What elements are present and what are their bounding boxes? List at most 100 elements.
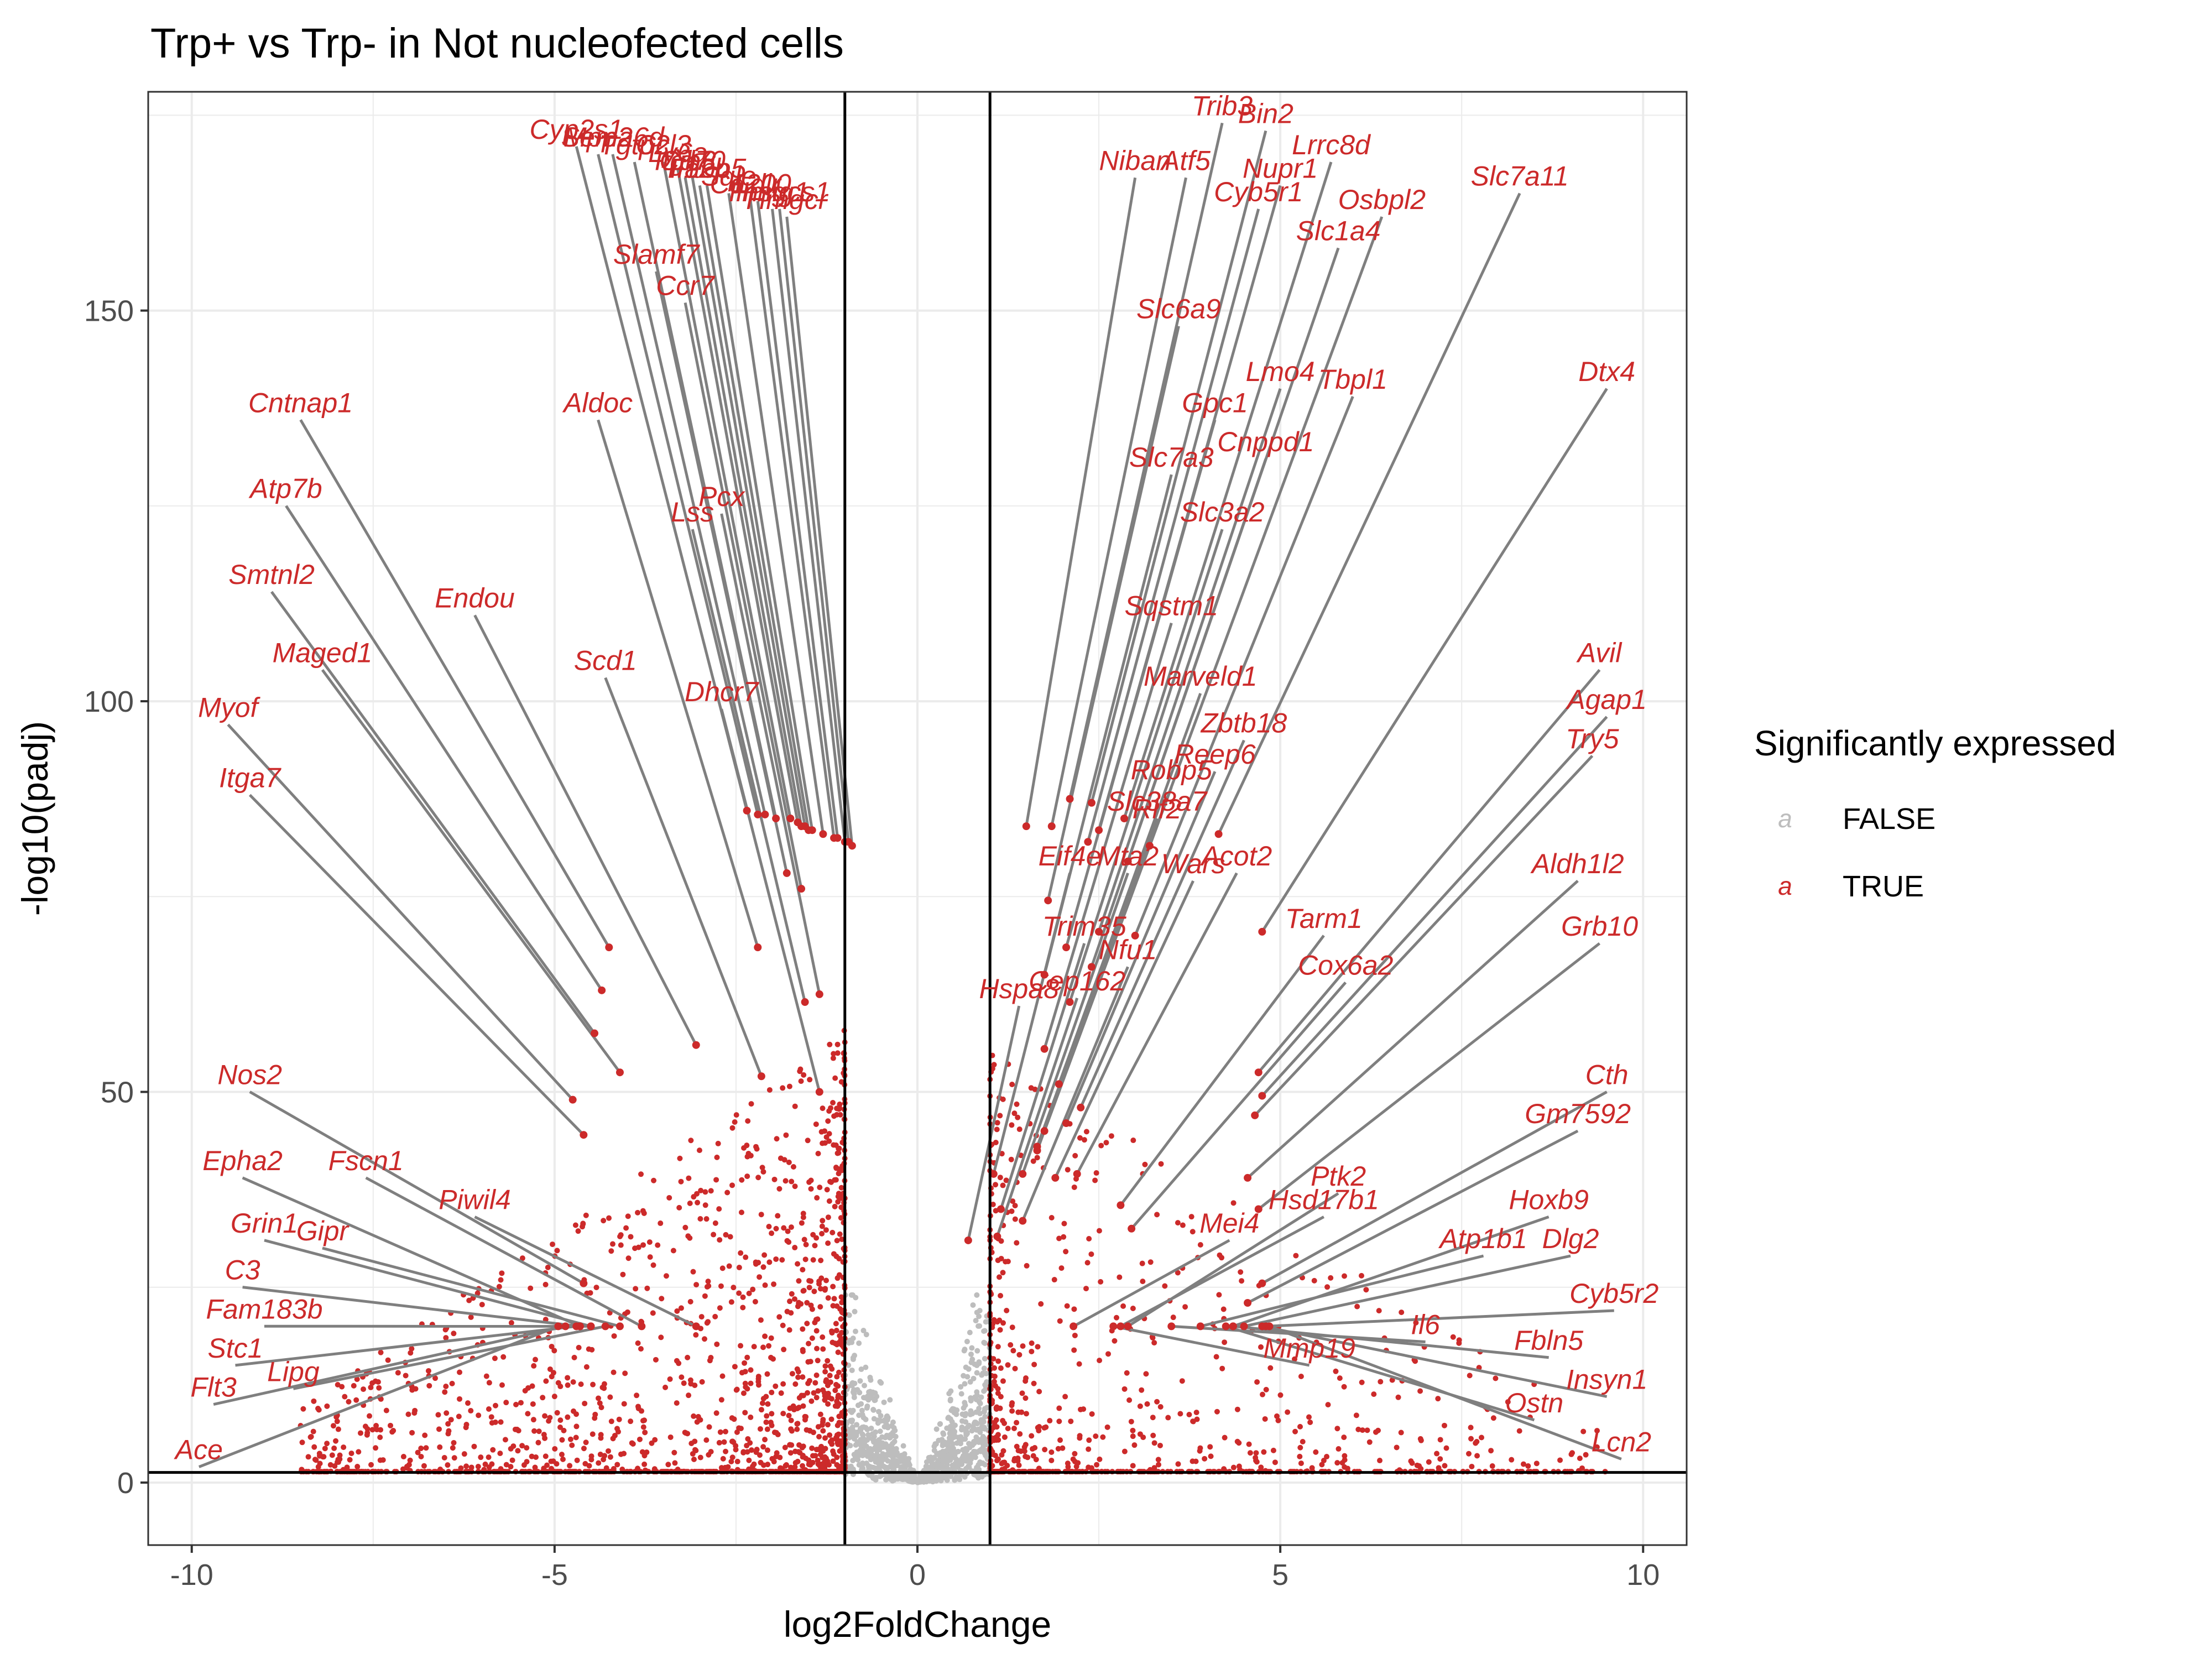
point-significant [633,1286,639,1292]
point-significant [1086,1446,1092,1452]
point-significant [1096,1228,1102,1234]
point-not-significant [944,1477,950,1483]
point-significant [836,1146,842,1152]
point-significant [785,1228,791,1234]
point-significant [1048,1214,1055,1220]
point-significant [789,1428,795,1434]
point-significant [833,1253,839,1259]
point-significant [593,1285,599,1291]
point-not-significant [853,1328,859,1334]
connector-cd70 [691,177,807,827]
gene-label-aldh1l2: Aldh1l2 [1530,848,1624,879]
gene-label-hspa8: Hspa8 [979,973,1059,1004]
point-significant [781,1157,787,1163]
point-significant [1488,1448,1494,1454]
point-significant [755,1376,761,1382]
point-not-significant [847,1407,853,1413]
point-significant [612,1432,618,1438]
point-significant [1004,1463,1010,1469]
point-significant [497,1451,503,1457]
legend-title: Significantly expressed [1754,723,2116,763]
point-not-significant [964,1374,971,1380]
point-significant [1474,1439,1480,1445]
point-significant [351,1383,357,1389]
point-not-significant [981,1408,987,1415]
point-significant [997,1113,1003,1119]
gene-label-agap1: Agap1 [1565,684,1647,715]
point-significant [820,1419,826,1425]
point-significant [760,1264,766,1270]
point-significant [713,1177,719,1183]
connector-gipr [322,1246,620,1328]
point-significant [704,1284,710,1290]
point-not-significant [874,1452,880,1458]
point-significant [1366,1439,1373,1445]
point-endou [692,1041,700,1049]
point-significant [1038,1301,1044,1307]
gene-label-ace: Ace [174,1434,223,1465]
point-not-significant [887,1397,893,1403]
point-significant [1124,1370,1130,1376]
point-significant [1014,1101,1020,1107]
point-gipr [615,1322,624,1331]
point-significant [708,1449,714,1455]
point-significant [1093,1170,1099,1176]
point-significant [659,1296,665,1302]
point-significant [786,1412,792,1418]
point-significant [804,1321,810,1327]
point-significant [628,1234,634,1240]
point-significant [1434,1451,1440,1457]
point-significant [1088,1251,1094,1257]
point-significant [554,1248,560,1254]
point-significant [773,1256,779,1262]
point-not-significant [956,1473,962,1479]
point-significant [769,1230,775,1237]
gene-label-slamf7: Slamf7 [613,239,701,270]
point-significant [724,1190,731,1196]
point-significant [1230,1464,1237,1470]
point-significant [806,1285,812,1291]
legend-key-false: a [1778,804,1792,833]
gene-label-cyb5r1: Cyb5r1 [1214,176,1303,207]
point-significant [801,1072,807,1078]
point-significant [649,1440,655,1446]
point-significant [1157,1442,1163,1448]
point-significant [830,1100,836,1106]
point-significant [601,1381,607,1387]
point-not-significant [864,1427,870,1433]
gene-label-lrrc8d: Lrrc8d [1292,129,1371,160]
gene-label-insig1: Insig1 [735,176,809,207]
point-significant [1378,1379,1384,1385]
point-significant [403,1373,409,1379]
point-significant [1121,1386,1128,1392]
point-significant [578,1381,584,1387]
point-significant [834,1342,840,1348]
point-significant [333,1438,339,1444]
point-significant [771,1176,778,1182]
gene-label-atp7b: Atp7b [248,473,322,504]
point-significant [1493,1375,1499,1381]
point-significant [426,1383,432,1389]
gene-label-cyp2s1: Cyp2s1 [529,114,623,145]
point-significant [1580,1428,1587,1434]
point-significant [1019,1390,1025,1396]
point-significant [597,1400,603,1406]
point-significant [1197,1242,1203,1248]
point-significant [825,1240,831,1246]
point-significant [493,1402,499,1408]
point-significant [820,1334,826,1340]
point-significant [1024,1262,1030,1269]
connector-slc3a2 [1068,529,1224,1003]
point-significant [611,1369,617,1375]
point-significant [1077,1433,1083,1439]
point-significant [1147,1259,1154,1265]
point-significant [1150,1335,1156,1341]
point-significant [1270,1447,1276,1453]
point-significant [574,1457,580,1463]
point-significant [818,1129,825,1135]
point-not-significant [859,1460,865,1466]
point-significant [830,1448,836,1454]
y-tick-label: 100 [84,685,134,718]
point-significant [809,1335,815,1341]
point-significant [547,1366,553,1372]
